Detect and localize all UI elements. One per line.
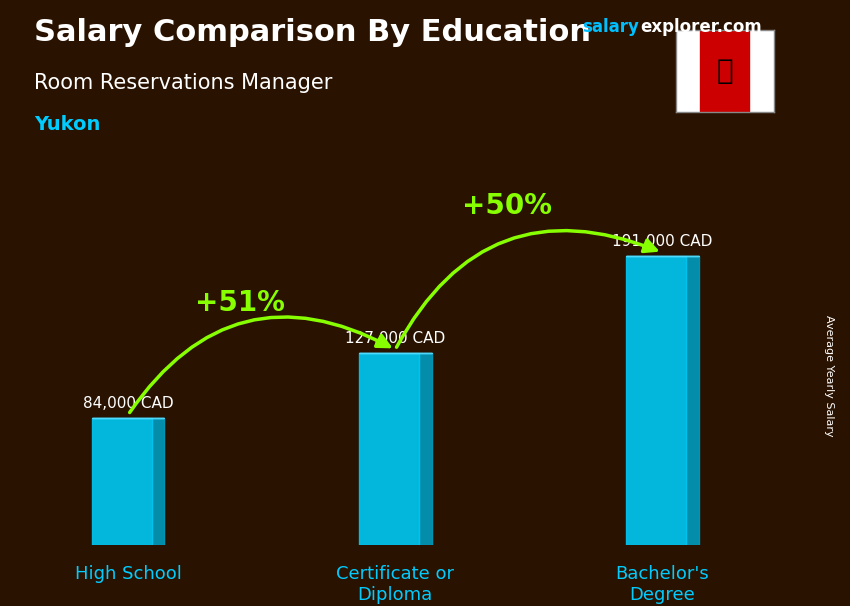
Text: salary: salary (582, 18, 639, 36)
Text: Certificate or
Diploma: Certificate or Diploma (337, 565, 454, 604)
Polygon shape (419, 353, 432, 545)
Text: 191,000 CAD: 191,000 CAD (612, 235, 712, 250)
Bar (359, 353, 419, 545)
Text: Room Reservations Manager: Room Reservations Manager (34, 73, 332, 93)
Polygon shape (151, 418, 164, 545)
Text: explorer.com: explorer.com (640, 18, 762, 36)
Bar (676, 30, 700, 112)
Bar (92, 418, 151, 545)
Text: Average Yearly Salary: Average Yearly Salary (824, 315, 834, 436)
Text: +51%: +51% (196, 289, 286, 317)
Text: High School: High School (75, 565, 182, 584)
Bar (626, 256, 686, 545)
Text: +50%: +50% (462, 192, 552, 220)
Polygon shape (686, 256, 699, 545)
Text: Salary Comparison By Education: Salary Comparison By Education (34, 18, 591, 47)
Text: Bachelor's
Degree: Bachelor's Degree (615, 565, 709, 604)
Text: Yukon: Yukon (34, 115, 100, 134)
Bar (749, 30, 774, 112)
Text: 🍁: 🍁 (717, 57, 733, 85)
Text: 127,000 CAD: 127,000 CAD (345, 331, 445, 347)
Bar (700, 30, 749, 112)
Text: 84,000 CAD: 84,000 CAD (82, 396, 173, 411)
